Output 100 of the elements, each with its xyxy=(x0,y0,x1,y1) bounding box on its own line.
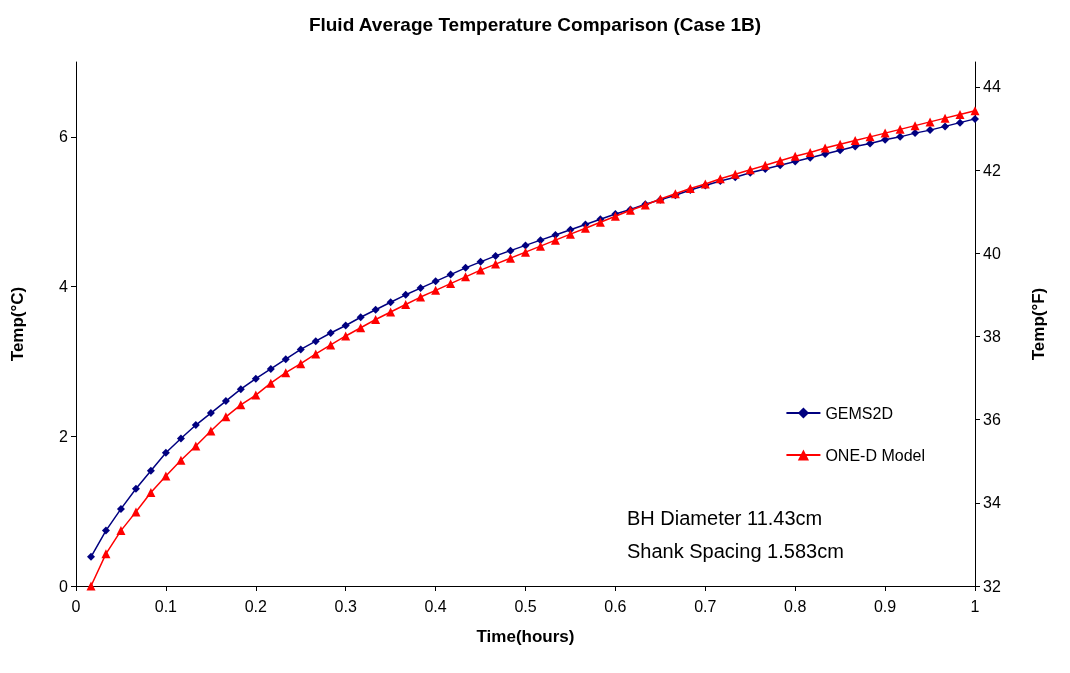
point xyxy=(476,257,485,266)
y-tick-label: 4 xyxy=(59,278,69,296)
point xyxy=(431,285,441,295)
chart-title: Fluid Average Temperature Comparison (Case 1B) xyxy=(308,14,762,35)
point xyxy=(386,298,395,307)
point xyxy=(176,455,186,465)
point xyxy=(820,143,830,153)
y2-tick-label: 38 xyxy=(983,327,1001,345)
point xyxy=(101,549,111,559)
point xyxy=(431,277,440,286)
point xyxy=(491,251,500,260)
point xyxy=(970,106,980,116)
point xyxy=(730,169,740,179)
point xyxy=(131,484,140,493)
point xyxy=(161,448,170,457)
point xyxy=(941,122,950,131)
point xyxy=(401,300,411,310)
point xyxy=(416,284,425,293)
point xyxy=(131,507,141,517)
point xyxy=(880,128,890,138)
point xyxy=(476,265,486,275)
x-tick-label: 0.6 xyxy=(604,597,627,615)
point xyxy=(565,229,575,239)
point xyxy=(281,355,290,364)
point xyxy=(296,345,305,354)
point xyxy=(146,466,155,475)
point xyxy=(835,139,845,149)
x-axis-title: Time(hours) xyxy=(476,627,575,646)
point xyxy=(446,279,456,289)
x-tick-label: 0.5 xyxy=(514,597,537,615)
x-tick-label: 0.4 xyxy=(424,597,447,615)
point xyxy=(491,259,501,269)
point xyxy=(580,223,590,233)
point xyxy=(446,270,455,279)
point xyxy=(926,126,935,135)
point xyxy=(191,421,200,430)
y2-tick-label: 40 xyxy=(983,244,1001,262)
x-tick-label: 0.9 xyxy=(873,597,897,615)
point xyxy=(236,385,245,394)
point xyxy=(266,378,276,388)
y2-tick-label: 36 xyxy=(983,411,1001,429)
y2-axis-title: Temp(°F) xyxy=(1029,287,1048,361)
point xyxy=(550,235,560,245)
point xyxy=(955,109,965,119)
point xyxy=(940,113,950,123)
x-tick-label: 0.3 xyxy=(334,597,357,615)
point xyxy=(146,487,156,497)
point xyxy=(760,160,770,170)
point xyxy=(176,434,185,443)
point xyxy=(850,136,860,146)
y-tick-label: 2 xyxy=(59,427,69,445)
annotation: Shank Spacing 1.583cm xyxy=(627,540,844,562)
point xyxy=(536,236,545,245)
point xyxy=(955,118,964,127)
point xyxy=(386,307,396,317)
y2-tick-label: 34 xyxy=(983,494,1001,512)
point xyxy=(251,390,261,400)
point xyxy=(251,374,260,383)
y2-tick-label: 32 xyxy=(983,577,1001,595)
point xyxy=(356,313,365,322)
point xyxy=(521,241,530,250)
point xyxy=(790,151,800,161)
point xyxy=(341,321,350,330)
point xyxy=(191,441,201,451)
y2-tick-label: 44 xyxy=(983,78,1001,96)
point xyxy=(206,409,215,418)
point xyxy=(461,263,470,272)
point xyxy=(505,253,515,263)
point xyxy=(326,328,335,337)
point xyxy=(116,526,126,536)
x-tick-label: 0.1 xyxy=(154,597,178,615)
x-tick-label: 0.7 xyxy=(694,597,717,615)
point xyxy=(910,121,920,131)
point xyxy=(551,230,560,239)
point xyxy=(896,132,905,141)
point xyxy=(895,124,905,134)
point xyxy=(371,305,380,314)
x-tick-label: 0 xyxy=(71,597,81,615)
point xyxy=(87,552,96,561)
point xyxy=(101,526,110,535)
point xyxy=(416,292,426,302)
point xyxy=(311,337,320,346)
point xyxy=(911,129,920,138)
point xyxy=(116,504,125,513)
point xyxy=(401,290,410,299)
point xyxy=(461,272,471,282)
point xyxy=(371,315,381,325)
annotation: BH Diameter 11.43cm xyxy=(627,507,823,529)
point xyxy=(506,246,515,255)
point xyxy=(971,114,979,123)
point xyxy=(221,397,230,406)
y-axis-title: Temp(°C) xyxy=(8,286,27,362)
point xyxy=(521,247,530,257)
y-tick-label: 6 xyxy=(59,128,69,146)
point xyxy=(805,148,815,158)
legend-label: ONE-D Model xyxy=(825,446,925,464)
point xyxy=(536,241,546,251)
y-tick-label: 0 xyxy=(59,577,69,595)
point xyxy=(925,117,935,127)
x-tick-label: 0.2 xyxy=(244,597,268,615)
